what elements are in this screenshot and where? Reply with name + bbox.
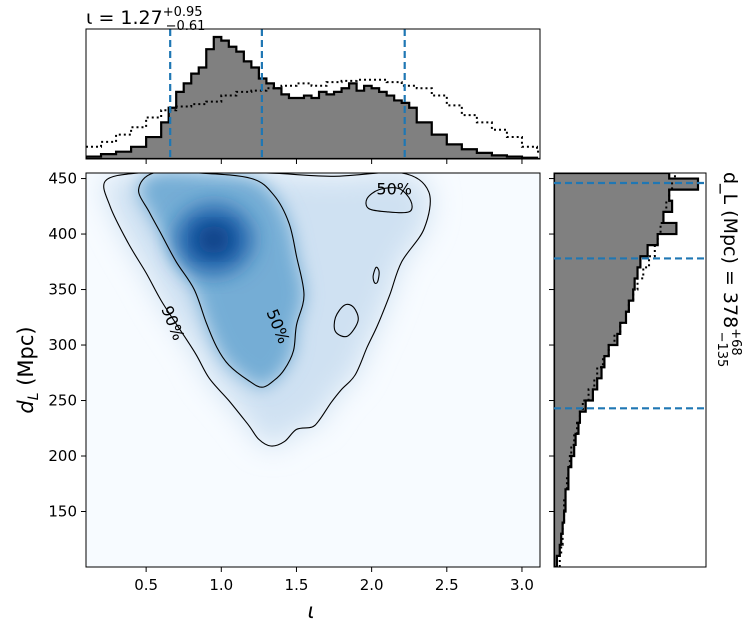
density-core xyxy=(197,225,230,254)
top-title-sub: −0.61 xyxy=(166,19,206,34)
y-tick-label-3: 300 xyxy=(48,336,77,354)
y-tick-label-0: 150 xyxy=(48,503,77,521)
x-tick-label-0: 0.5 xyxy=(134,576,158,594)
main-density-panel: 90% 50%50% 0.5 1.0 1.5 2.0 2.5 3.0 150 200 250 300… xyxy=(14,170,541,623)
y-tick-label-5: 400 xyxy=(48,225,77,243)
x-tick-label-5: 3.0 xyxy=(510,576,534,594)
right-title-main: d_L (Mpc) = 378 xyxy=(719,172,741,328)
y-axis-label: dL (Mpc) xyxy=(14,326,42,413)
contour-line-4 xyxy=(372,266,380,284)
right-marginal-panel: d_L (Mpc) = 378+68−135 xyxy=(549,172,743,568)
main-panel-frame xyxy=(85,172,541,568)
top-panel-frame xyxy=(85,28,541,160)
right-title: d_L (Mpc) = 378+68−135 xyxy=(714,172,743,367)
x-tick-label-3: 2.0 xyxy=(360,576,384,594)
main-axis-ticks: 0.5 1.0 1.5 2.0 2.5 3.0 150 200 250 300 350 400 450 xyxy=(48,170,534,594)
y-tick-label-6: 450 xyxy=(48,170,77,188)
top-title-sup: +0.95 xyxy=(163,5,203,20)
right-title-sub: −135 xyxy=(714,332,729,368)
top-marginal-panel: ι = 1.27+0.95 −0.61 xyxy=(85,5,541,164)
x-tick-label-4: 2.5 xyxy=(435,576,459,594)
contour-line-1 xyxy=(138,173,305,388)
right-title-sup: +68 xyxy=(728,328,743,355)
right-panel-ticks xyxy=(549,178,554,513)
contour-line-2 xyxy=(365,187,413,214)
x-axis-label: ι xyxy=(307,599,314,623)
density-heatmap: 90% 50%50% xyxy=(103,173,431,447)
y-tick-label-2: 250 xyxy=(48,392,77,410)
y-tick-label-1: 200 xyxy=(48,447,77,465)
contour-lines xyxy=(103,173,431,447)
right-quantile-lines xyxy=(554,181,706,410)
top-title: ι = 1.27+0.95 −0.61 xyxy=(86,5,205,34)
top-hist-filled xyxy=(86,35,540,159)
y-tick-label-4: 350 xyxy=(48,281,77,299)
top-histogram-layer xyxy=(86,35,540,159)
contour-line-3 xyxy=(333,303,359,338)
contour-line-0 xyxy=(103,173,431,447)
x-tick-label-2: 1.5 xyxy=(285,576,309,594)
top-panel-ticks xyxy=(145,159,523,164)
right-histogram-layer xyxy=(554,173,700,567)
right-panel-frame xyxy=(553,172,707,568)
contour-label-2: 50% xyxy=(376,180,412,199)
top-hist-dotted xyxy=(86,78,540,153)
x-tick-label-1: 1.0 xyxy=(209,576,233,594)
top-title-main: ι = 1.27 xyxy=(86,7,163,29)
